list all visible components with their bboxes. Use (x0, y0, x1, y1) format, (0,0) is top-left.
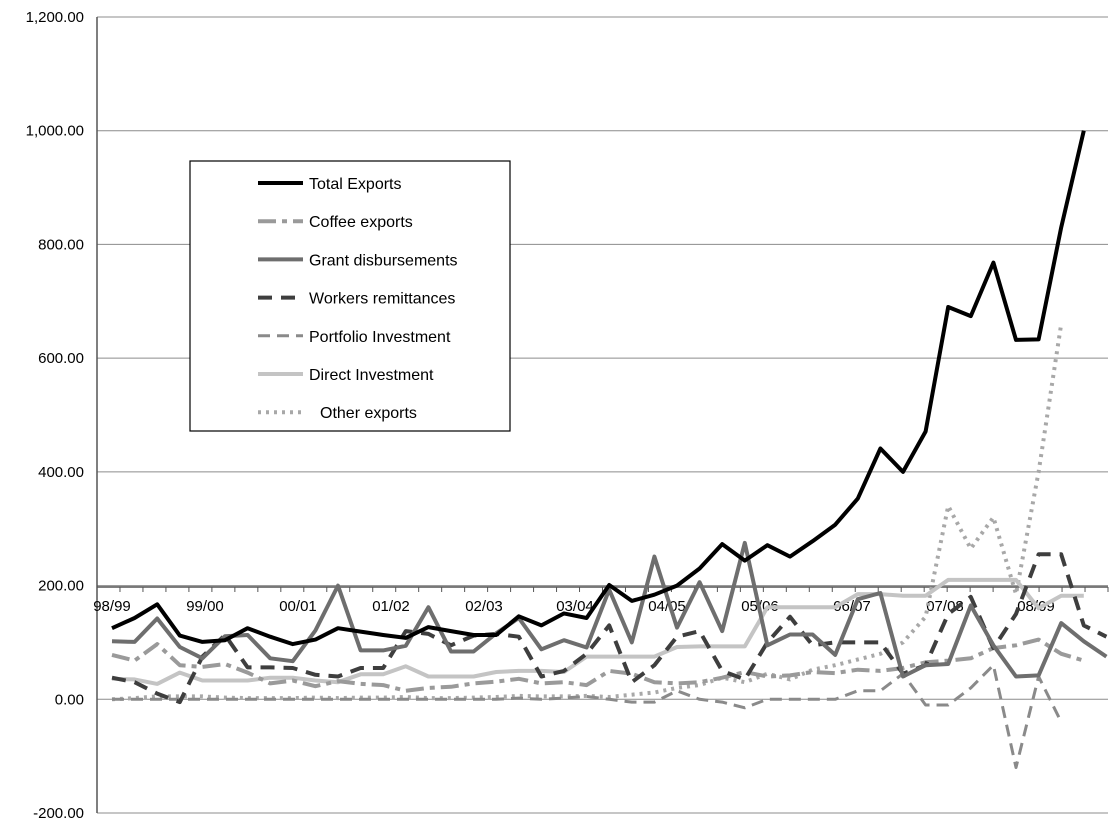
x-tick-label: 02/03 (465, 598, 503, 615)
x-tick-label: 01/02 (372, 598, 410, 615)
legend-label: Other exports (320, 405, 417, 422)
y-tick-label: -200.00 (33, 805, 84, 822)
y-tick-label: 1,200.00 (26, 9, 84, 26)
data-series (111, 130, 1108, 769)
series-line-total-exports (111, 130, 1086, 647)
series-line-grant-disbursements (111, 540, 1108, 679)
legend: Total Exports Coffee exports Grant disburs… (189, 160, 511, 432)
y-tick-label: 200.00 (38, 578, 84, 595)
legend-label: Grant disbursements (309, 252, 458, 269)
legend-label: Portfolio Investment (309, 329, 451, 346)
y-tick-label: 0.00 (55, 691, 84, 708)
y-tick-label: 1,000.00 (26, 123, 84, 140)
y-tick-label: 400.00 (38, 464, 84, 481)
x-tick-label: 99/00 (186, 598, 224, 615)
x-tick-label: 00/01 (279, 598, 317, 615)
y-tick-label: 800.00 (38, 236, 84, 253)
legend-label: Workers remittances (309, 291, 455, 308)
legend-label: Coffee exports (309, 214, 413, 231)
x-tick-label: 98/99 (93, 598, 131, 615)
y-tick-label: 600.00 (38, 350, 84, 367)
y-axis-tick-labels: 1,200.00 1,000.00 800.00 600.00 400.00 200.00… (26, 9, 84, 822)
legend-label: Direct Investment (309, 367, 434, 384)
x-axis-tick-labels: 98/99 99/00 00/01 01/02 02/03 03/04 04/05 05/06… (93, 598, 1055, 615)
legend-box (189, 160, 511, 432)
series-line-workers-remittances (111, 552, 1108, 705)
x-tick-label: 03/04 (556, 598, 594, 615)
legend-label: Total Exports (309, 176, 401, 193)
x-tick-label: 04/05 (648, 598, 686, 615)
series-line-coffee-exports (111, 637, 1085, 693)
series-line-other-exports (111, 323, 1064, 702)
series-line-direct-investment (111, 577, 1084, 686)
